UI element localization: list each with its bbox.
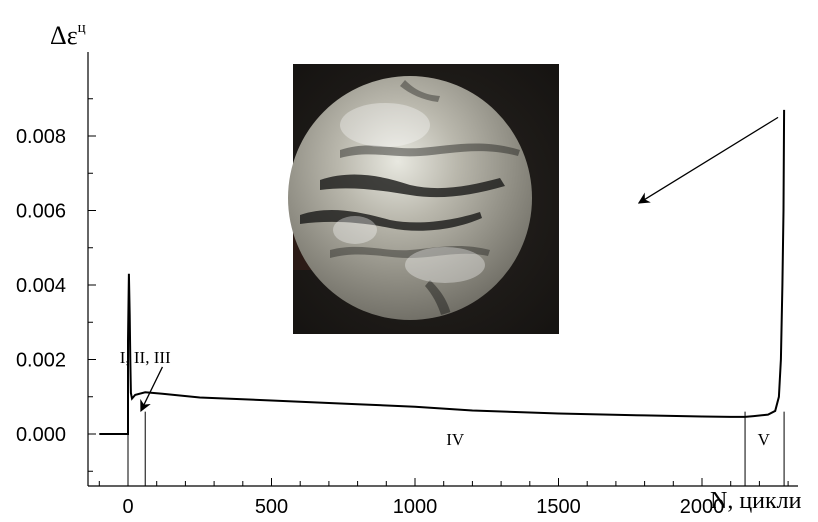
y-tick-label: 0.004 <box>16 275 66 297</box>
pointer-arrow <box>140 366 164 412</box>
y-tick-label: 0.002 <box>16 350 66 372</box>
y-axis-label: Δεц <box>50 20 86 50</box>
y-axis-ticks: 0.000 0.002 0.004 0.006 0.008 <box>16 98 96 472</box>
strain-amplitude-line <box>99 109 786 435</box>
pointer-arrow <box>637 116 779 204</box>
stage-label: IV <box>446 430 465 449</box>
x-tick-label: 0 <box>122 496 133 518</box>
stage-annotations: I, II, III IV V <box>120 348 771 449</box>
x-tick-label: 1500 <box>536 496 581 518</box>
x-tick-label: 2000 <box>680 496 725 518</box>
stage-label: I, II, III <box>120 348 171 367</box>
y-tick-label: 0.008 <box>16 126 66 148</box>
fracture-surface-photo <box>288 64 559 334</box>
y-tick-label: 0.006 <box>16 201 66 223</box>
x-axis-ticks: 0 500 1000 1500 2000 <box>98 478 789 518</box>
stage-label: V <box>758 430 771 449</box>
x-tick-label: 500 <box>255 496 288 518</box>
y-tick-label: 0.000 <box>16 424 66 446</box>
x-axis-label: N, цикли <box>710 488 802 514</box>
arrows <box>140 116 779 412</box>
x-tick-label: 1000 <box>393 496 438 518</box>
